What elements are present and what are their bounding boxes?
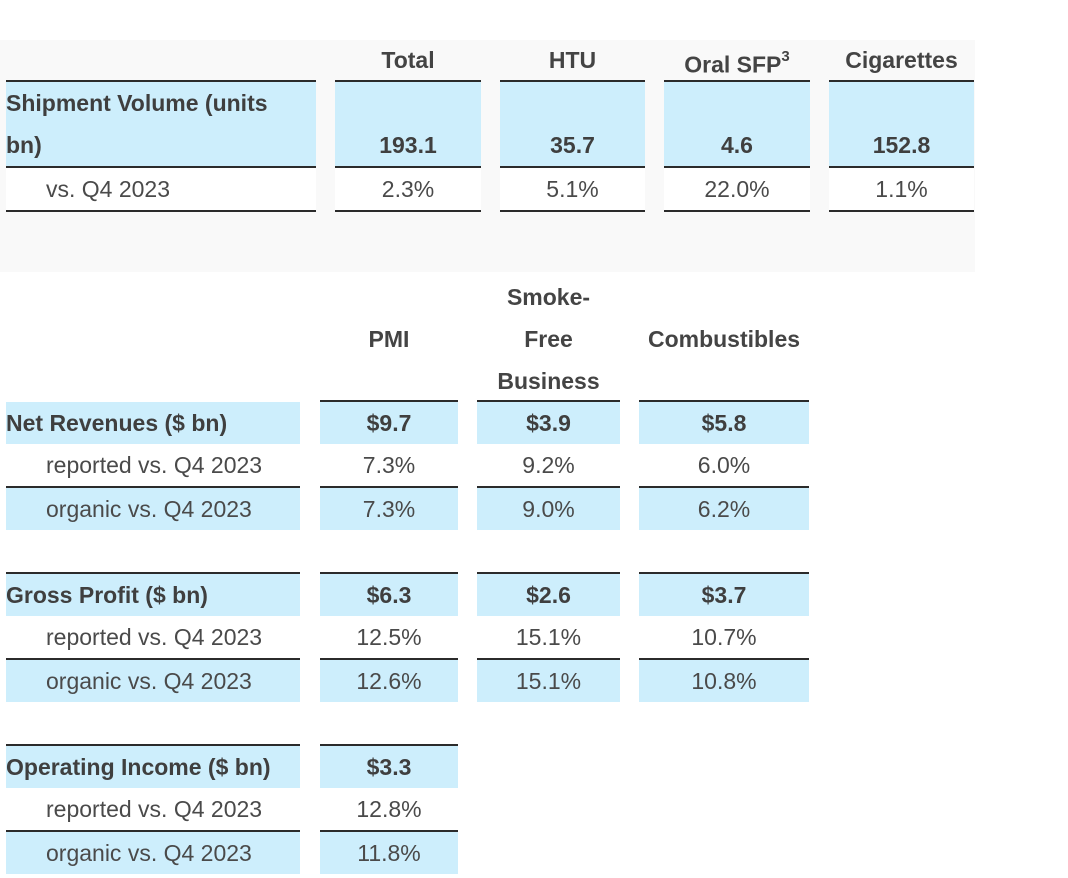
gp-rule-sfb [477,572,620,574]
header-rule-total [335,80,481,82]
net-revenues-pmi: $9.7 [320,402,458,444]
col-header-smoke-free: Smoke- Free Business [477,276,620,402]
net-revenues-comb: $5.8 [639,402,809,444]
gross-profit-reported-sfb: 15.1% [477,616,620,660]
smoke-free-line2: Free [524,326,573,352]
col-header-cigarettes: Cigarettes [845,47,958,73]
gross-profit-organic-pmi: 12.6% [320,660,458,702]
gp-rule-pmi [320,572,458,574]
operating-income-reported-label: reported vs. Q4 2023 [6,788,300,832]
operating-income-organic-pmi: 11.8% [320,832,458,874]
net-revenues-reported-sfb: 9.2% [477,444,620,488]
shipment-change-htu: 5.1% [500,168,645,212]
operating-income-label: Operating Income ($ bn) [6,746,300,788]
net-revenues-reported-label: reported vs. Q4 2023 [6,444,300,488]
header-rule-htu [500,80,645,82]
net-revenues-organic-label: organic vs. Q4 2023 [6,488,300,530]
net-revenues-organic-pmi: 7.3% [320,488,458,530]
oi-rule-pmi [320,744,458,746]
gross-profit-pmi: $6.3 [320,574,458,616]
fin-header-rule-pmi [320,400,458,402]
shipment-change-total: 2.3% [335,168,481,212]
operating-income-reported-pmi: 12.8% [320,788,458,832]
net-revenues-reported-pmi: 7.3% [320,444,458,488]
operating-income-organic-label: organic vs. Q4 2023 [6,832,300,874]
gross-profit-reported-label: reported vs. Q4 2023 [6,616,300,660]
header-rule-cig [829,80,974,82]
shipment-volume-cigarettes: 152.8 [829,82,974,168]
shipment-volume-oral: 4.6 [664,82,810,168]
net-revenues-organic-sfb: 9.0% [477,488,620,530]
gp-rule-comb [639,572,809,574]
gross-profit-organic-sfb: 15.1% [477,660,620,702]
col-header-pmi: PMI [368,326,410,352]
col-header-htu: HTU [548,47,597,73]
shipment-volume-total: 193.1 [335,82,481,168]
gross-profit-label: Gross Profit ($ bn) [6,574,300,616]
oral-sfp-label: Oral SFP [684,51,782,78]
shipment-change-oral: 22.0% [664,168,810,212]
gross-profit-organic-comb: 10.8% [639,660,809,702]
footnote-marker: 3 [781,48,790,65]
header-rule-label [6,80,316,82]
oi-rule-label [6,744,300,746]
gross-profit-comb: $3.7 [639,574,809,616]
shipment-volume-label-line2: bn) [6,132,42,158]
gross-profit-organic-label: organic vs. Q4 2023 [6,660,300,702]
net-revenues-reported-comb: 6.0% [639,444,809,488]
shipment-volume-label: Shipment Volume (units bn) [6,82,316,168]
smoke-free-line1: Smoke- [506,284,591,310]
col-header-oral-sfp: Oral SFP3 [664,44,810,82]
shipment-change-label: vs. Q4 2023 [6,168,316,212]
fin-header-rule-comb [639,400,809,402]
fin-header-rule-sfb [477,400,620,402]
smoke-free-line3: Business [497,368,600,394]
shipment-volume-htu: 35.7 [500,82,645,168]
shipment-change-cigarettes: 1.1% [829,168,974,212]
header-rule-oral [664,80,810,82]
shipment-volume-label-line1: Shipment Volume (units [6,90,268,116]
col-header-total: Total [381,47,435,73]
net-revenues-sfb: $3.9 [477,402,620,444]
gp-rule-label [6,572,300,574]
operating-income-pmi: $3.3 [320,746,458,788]
net-revenues-organic-comb: 6.2% [639,488,809,530]
gross-profit-reported-comb: 10.7% [639,616,809,660]
col-header-combustibles: Combustibles [647,326,801,352]
gross-profit-reported-pmi: 12.5% [320,616,458,660]
gross-profit-sfb: $2.6 [477,574,620,616]
net-revenues-label: Net Revenues ($ bn) [6,402,300,444]
